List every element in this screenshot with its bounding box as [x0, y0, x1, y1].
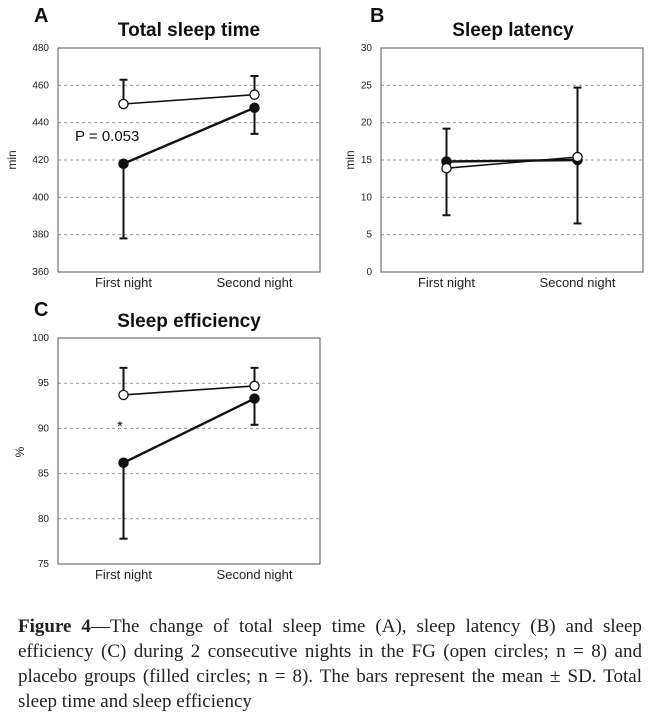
panel-title: Sleep latency: [452, 20, 574, 41]
data-point-fg: [249, 380, 260, 392]
x-tick-label: First night: [95, 275, 152, 290]
x-tick-label: Second night: [217, 275, 293, 290]
series-fg: [442, 86, 582, 225]
x-tick-label: First night: [418, 275, 475, 290]
data-point-fg: [118, 389, 129, 401]
y-tick-label: 380: [32, 230, 49, 241]
series-placebo: [119, 397, 259, 540]
y-tick-label: 440: [32, 118, 49, 129]
y-tick-label: 400: [32, 192, 49, 203]
plot-frame: [57, 337, 321, 565]
annotation: *: [117, 418, 123, 435]
data-point-fg: [572, 151, 583, 163]
y-tick-label: 360: [32, 267, 49, 278]
series-line: [123, 93, 255, 105]
x-tick-label: Second night: [217, 567, 293, 582]
data-point-placebo: [249, 393, 260, 404]
y-axis-label: %: [13, 446, 27, 457]
y-tick-label: 80: [38, 514, 50, 525]
series-fg: [119, 75, 259, 105]
y-tick-label: 5: [366, 230, 372, 241]
panel-c: C Sleep efficiency 75 80 85 90 95 100% First nig…: [13, 299, 321, 582]
caption-label: Figure 4: [18, 616, 91, 637]
y-tick-label: 10: [361, 192, 373, 203]
data-point-fg: [249, 89, 260, 100]
figure-caption: Figure 4—The change of total sleep time …: [18, 614, 642, 714]
y-tick-label: 460: [32, 80, 49, 91]
series-line: [123, 385, 255, 396]
series-placebo: [446, 158, 578, 163]
data-point-placebo: [249, 102, 260, 113]
data-point-placebo: [118, 457, 129, 469]
panel-a: A Total sleep time 360 380 400 420 440 460 480 mi…: [5, 5, 321, 290]
y-tick-label: 85: [38, 469, 50, 480]
panel-title: Sleep efficiency: [117, 311, 261, 332]
y-tick-label: 0: [366, 267, 372, 278]
data-point-fg: [118, 98, 129, 110]
series-placebo: [119, 106, 259, 240]
panel-letter: A: [34, 5, 48, 27]
y-tick-label: 25: [361, 80, 373, 91]
plot-frame: [57, 47, 321, 273]
y-tick-label: 30: [361, 43, 373, 54]
y-tick-label: 95: [38, 378, 50, 389]
y-axis-label: min: [343, 150, 357, 169]
annotation: P = 0.053: [75, 128, 139, 145]
plot-frame: [380, 47, 644, 273]
data-point-fg: [441, 162, 452, 174]
panel-b: B Sleep latency 0 5 10 15 20 25 30 min First night…: [343, 5, 644, 290]
y-tick-label: 100: [32, 333, 49, 344]
y-tick-label: 15: [361, 155, 373, 166]
series-fg: [119, 366, 259, 396]
y-tick-label: 480: [32, 43, 49, 54]
series-line: [446, 156, 578, 170]
y-tick-label: 75: [38, 559, 50, 570]
series-line: [123, 106, 255, 165]
data-point-placebo: [118, 158, 129, 169]
panel-letter: B: [370, 5, 384, 27]
caption-text: —The change of total sleep time (A), sle…: [18, 616, 642, 712]
x-tick-label: Second night: [540, 275, 616, 290]
panel-title: Total sleep time: [118, 20, 260, 41]
series-line: [122, 397, 256, 464]
y-axis-label: min: [5, 150, 19, 169]
y-tick-label: 90: [38, 423, 50, 434]
x-tick-label: First night: [95, 567, 152, 582]
series-line: [446, 158, 578, 163]
y-tick-label: 420: [32, 155, 49, 166]
panel-letter: C: [34, 299, 48, 321]
y-tick-label: 20: [361, 118, 373, 129]
